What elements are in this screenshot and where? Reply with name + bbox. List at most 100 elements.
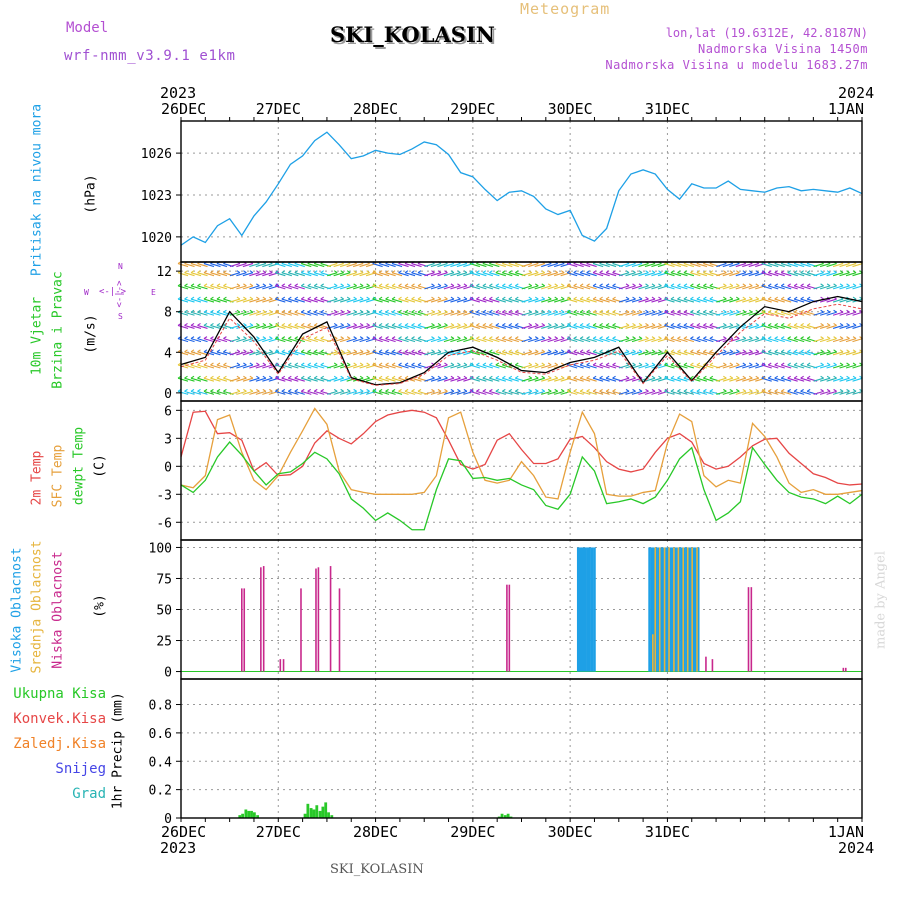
- wind-arrow: [489, 311, 500, 316]
- wind-arrow-head: [444, 309, 448, 313]
- cloud-ylabel-2: Srednja Oblacnost: [29, 540, 45, 674]
- wind-arrow-head: [566, 322, 571, 326]
- wind-arrow-head: [378, 309, 383, 313]
- temp-tick-label: -3: [156, 488, 172, 503]
- wind-arrow-head: [508, 270, 513, 274]
- wind-arrow-head: [411, 296, 415, 300]
- wind-arrow-head: [579, 322, 584, 326]
- wind-arrow: [495, 351, 506, 356]
- wind-arrow-head: [632, 296, 636, 300]
- wind-arrow-head: [528, 336, 533, 340]
- wind-arrow-head: [404, 375, 409, 379]
- wind-arrow: [618, 263, 630, 268]
- wind-arrow-head: [444, 270, 448, 274]
- temp-tick-label: -6: [156, 516, 172, 531]
- wind-arrow: [508, 351, 519, 356]
- wind-arrow-head: [826, 349, 831, 353]
- wind-arrow-head: [437, 336, 442, 340]
- wind-arrow-head: [632, 362, 636, 366]
- wind-arrow-head: [839, 375, 844, 379]
- wind-arrow: [651, 324, 662, 329]
- wind-arrow: [839, 390, 850, 395]
- wind-arrow-head: [683, 283, 688, 287]
- wind-arrow-head: [709, 296, 714, 300]
- wind-arrow: [586, 285, 597, 290]
- wind-arrow-head: [359, 375, 364, 379]
- wind-arrow-head: [216, 375, 221, 379]
- wind-arrow: [839, 324, 850, 329]
- wind-arrow-head: [658, 309, 662, 313]
- wind-arrow-head: [203, 309, 208, 313]
- wind-arrow: [385, 272, 396, 277]
- wind-arrow-head: [683, 362, 688, 366]
- wind-arrow-head: [281, 336, 286, 340]
- wind-arrow: [794, 351, 805, 356]
- wind-arrow: [404, 338, 416, 343]
- wind-arrow-head: [398, 296, 402, 300]
- wind-arrow: [340, 285, 351, 290]
- wind-arrow: [742, 351, 753, 356]
- wind-arrow: [696, 272, 708, 277]
- wind-arrow-head: [592, 296, 597, 300]
- temp-dewpoint-line: [180, 441, 863, 531]
- wind-arrow: [508, 377, 519, 382]
- wind-arrow: [618, 311, 630, 316]
- wind-arrow-head: [767, 270, 772, 274]
- wind-arrow-head: [554, 309, 559, 313]
- high-cloud-bar: [579, 547, 582, 672]
- wind-arrow: [748, 324, 759, 329]
- wind-arrow-head: [793, 283, 798, 287]
- wind-arrow: [482, 298, 494, 303]
- wind-arrow: [236, 298, 247, 303]
- wind-arrow-head: [651, 322, 656, 326]
- wind-arrow-head: [197, 309, 201, 313]
- wind-arrow-head: [658, 270, 662, 274]
- wind-arrow-head: [223, 296, 227, 300]
- wind-arrow: [482, 311, 494, 316]
- wind-arrow-head: [723, 336, 727, 340]
- wind-arrow: [729, 324, 740, 329]
- wind-arrow: [677, 324, 688, 329]
- compass-north: N: [118, 262, 123, 271]
- wind-arrow: [301, 263, 312, 268]
- wind-arrow: [774, 351, 785, 356]
- wind-arrow-head: [256, 322, 260, 326]
- wind-arrow: [456, 311, 468, 316]
- wind-arrow: [262, 338, 273, 343]
- wind-arrow: [249, 351, 260, 356]
- wind-arrow: [625, 263, 636, 268]
- wind-arrow-head: [333, 362, 338, 366]
- wind-arrow-head: [476, 296, 480, 300]
- wind-arrow: [437, 390, 448, 395]
- wind-arrow-head: [197, 362, 201, 366]
- wind-arrow-head: [275, 375, 279, 379]
- wind-arrow-head: [482, 296, 487, 300]
- wind-arrow-head: [703, 296, 707, 300]
- wind-arrow-head: [658, 388, 662, 392]
- rain-bar: [506, 813, 510, 818]
- wind-arrow-head: [605, 309, 610, 313]
- wind-arrow: [670, 263, 682, 268]
- high-cloud-bar: [696, 547, 700, 672]
- wind-arrow: [398, 351, 409, 356]
- wind-arrow-head: [586, 322, 590, 326]
- wind-arrow: [476, 377, 487, 382]
- wind-arrow-head: [826, 375, 831, 379]
- wind-arrow: [327, 263, 338, 268]
- wind-arrow: [690, 377, 701, 382]
- wind-arrow: [573, 311, 584, 316]
- wind-arrow-head: [320, 270, 325, 274]
- wind-arrow: [735, 351, 746, 356]
- wind-arrow: [826, 263, 837, 268]
- wind-arrow: [819, 311, 831, 316]
- wind-arrow-head: [197, 322, 201, 326]
- wind-arrow-head: [333, 349, 338, 353]
- wind-arrow-head: [806, 296, 811, 300]
- wind-arrow-head: [579, 283, 584, 287]
- wind-arrow: [184, 263, 195, 268]
- wind-arrow-head: [534, 322, 539, 326]
- wind-arrow-head: [294, 336, 299, 340]
- wind-arrow-head: [411, 349, 415, 353]
- wind-arrow-head: [800, 283, 804, 287]
